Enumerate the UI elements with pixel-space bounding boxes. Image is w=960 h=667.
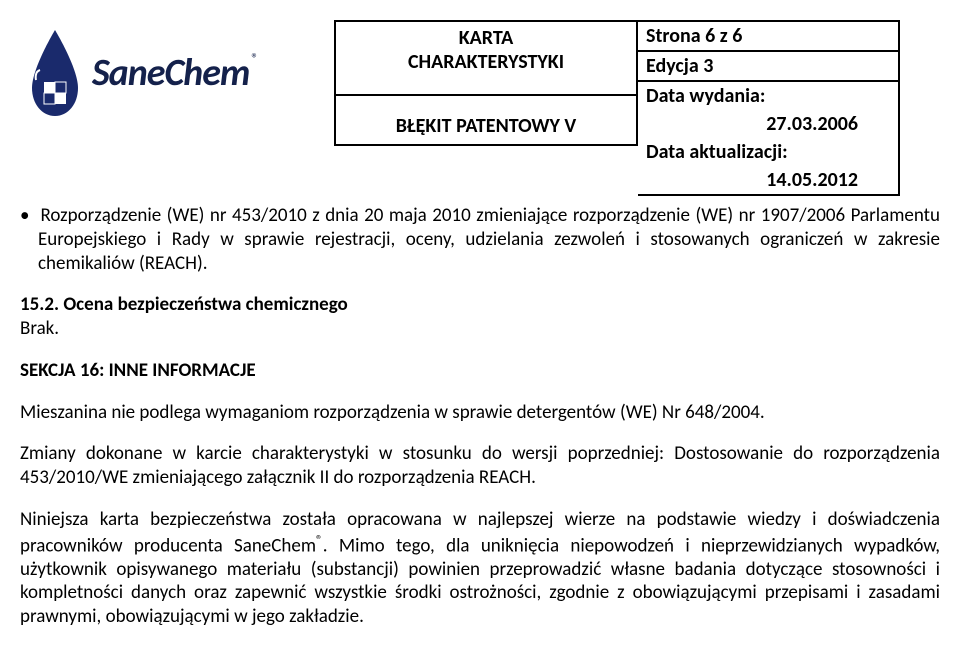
section-15-2: 15.2. Ocena bezpieczeństwa chemicznego B… [20,293,940,341]
issue-label: Data wydania: [638,82,898,110]
regulation-bullet: • Rozporządzenie (WE) nr 453/2010 z dnia… [20,204,940,275]
logo-cell: SaneChem® [20,20,334,126]
regulation-text: Rozporządzenie (WE) nr 453/2010 z dnia 2… [38,204,940,275]
section-16-p2: Zmiany dokonane w karcie charakterystyki… [20,442,940,490]
edition: Edycja 3 [638,52,898,82]
registered-sup-icon: ® [316,531,323,548]
section-15-2-heading: 15.2. Ocena bezpieczeństwa chemicznego [20,293,348,316]
section-15-2-value: Brak. [20,317,59,340]
section-16-p3: Niniejsza karta bezpieczeństwa została o… [20,508,940,629]
title-line2: CHARAKTERYSTYKI [408,50,564,74]
logo-drop-icon [24,28,86,118]
title-line1: KARTA [459,26,514,50]
logo-text: SaneChem [92,50,249,96]
update-date: 14.05.2012 [638,166,898,194]
issue-date: 27.03.2006 [638,110,898,138]
meta-column: Strona 6 z 6 Edycja 3 Data wydania: 27.0… [638,20,900,196]
title-top: KARTA CHARAKTERYSTYKI [336,22,636,96]
section-16-p1: Mieszanina nie podlega wymaganiom rozpor… [20,401,940,425]
section-16-heading: SEKCJA 16: INNE INFORMACJE [20,359,940,383]
page-number: Strona 6 z 6 [638,22,898,52]
update-label: Data aktualizacji: [638,138,898,166]
title-column: KARTA CHARAKTERYSTYKI BŁĘKIT PATENTOWY V [334,20,638,146]
document-header: SaneChem® KARTA CHARAKTERYSTYKI BŁĘKIT P… [20,20,940,196]
logo-brand: SaneChem® [92,50,259,96]
product-name: BŁĘKIT PATENTOWY V [336,96,636,144]
registered-icon: ® [251,50,258,67]
document-body: • Rozporządzenie (WE) nr 453/2010 z dnia… [20,204,940,629]
